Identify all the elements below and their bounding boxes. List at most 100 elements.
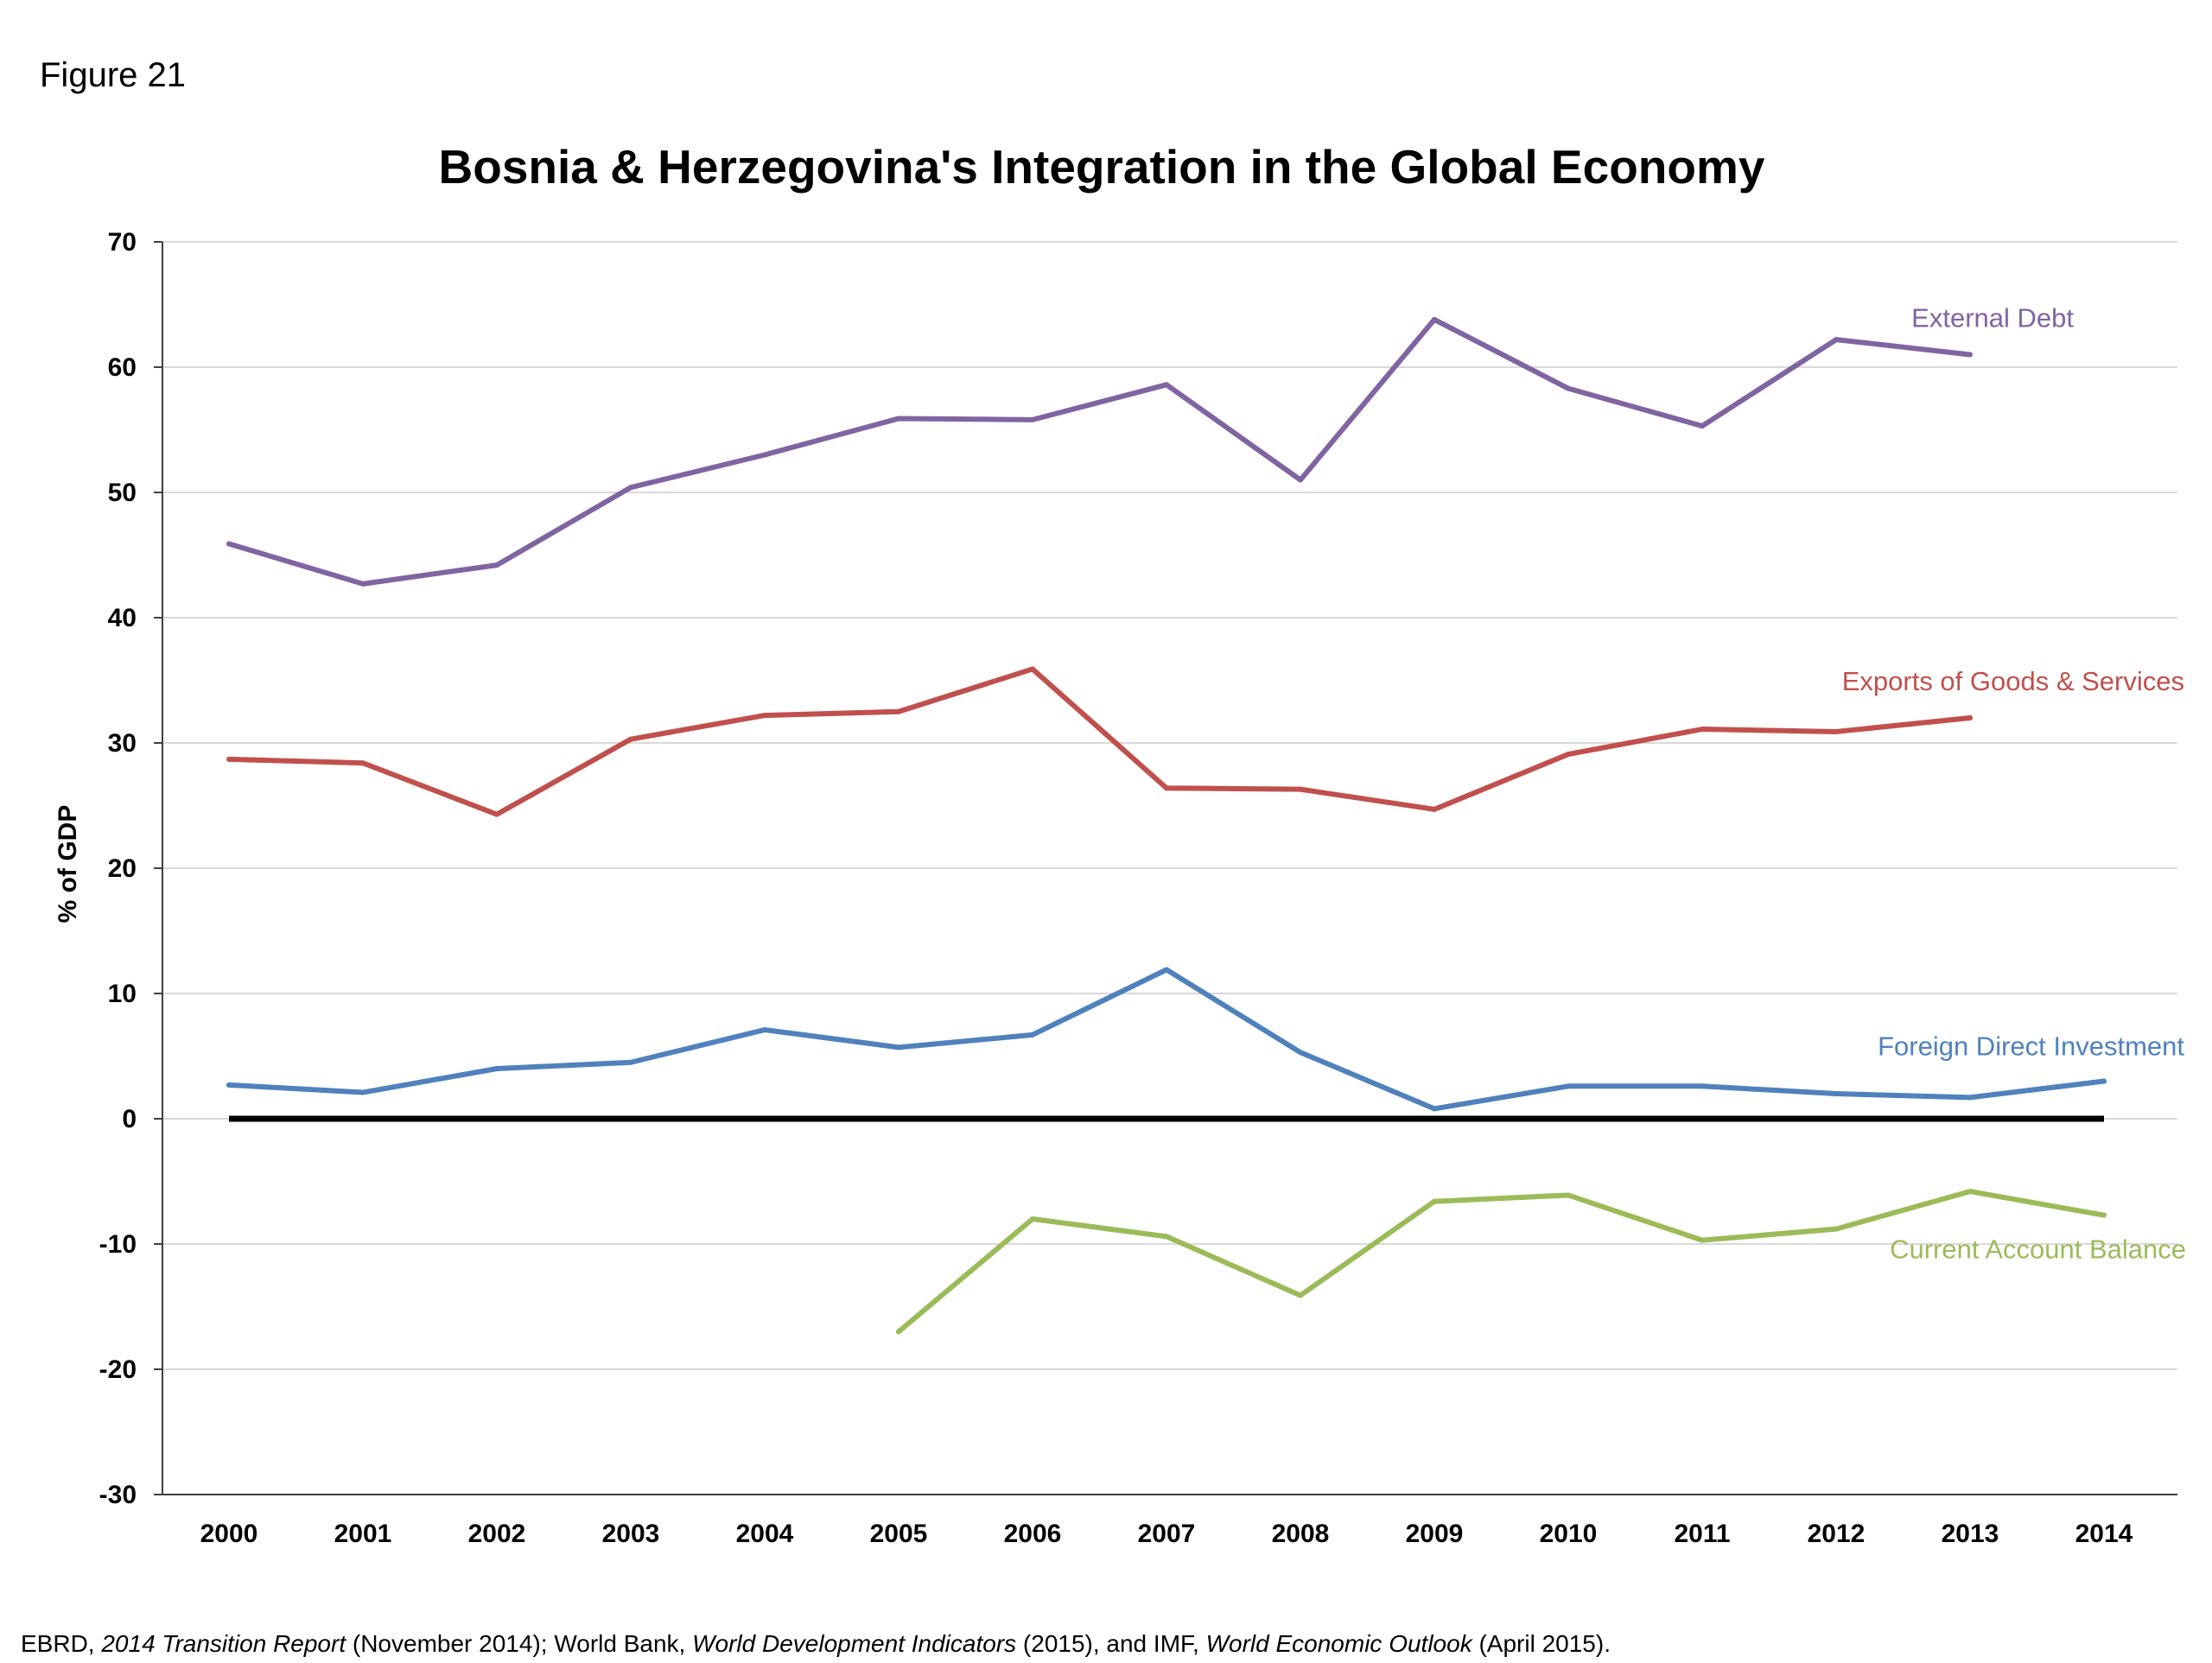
data-point-current-account <box>1164 1234 1169 1240</box>
data-point-current-account <box>896 1329 901 1335</box>
series-lines <box>226 316 2107 1335</box>
data-point-current-account <box>1566 1192 1571 1198</box>
source-note-part: 2014 Transition Report <box>100 1630 346 1657</box>
series-label-current-account: Current Account Balance <box>1890 1235 2186 1265</box>
y-tick-label: -20 <box>99 1355 137 1384</box>
y-tick-label: 10 <box>108 980 137 1008</box>
data-point-exports <box>1298 786 1303 792</box>
data-point-fdi <box>226 1082 232 1088</box>
data-point-current-account <box>1432 1198 1437 1204</box>
source-note-part: (2015), and IMF, <box>1016 1630 1205 1657</box>
gridlines <box>162 241 2177 1370</box>
source-note-part: World Development Indicators <box>692 1630 1016 1657</box>
y-tick-label: 60 <box>108 353 137 382</box>
data-point-current-account <box>1967 1189 1973 1195</box>
data-point-exports <box>628 736 633 742</box>
x-tick-label: 2009 <box>1406 1520 1464 1548</box>
x-tick-label: 2010 <box>1540 1520 1598 1548</box>
y-tick-label: 70 <box>108 228 137 257</box>
y-tick-label: 40 <box>108 604 137 632</box>
y-tick-label: -10 <box>99 1230 137 1259</box>
x-tick-label: 2008 <box>1272 1520 1330 1548</box>
data-point-current-account <box>1030 1216 1035 1222</box>
data-point-fdi <box>1164 967 1169 973</box>
y-tick-labels: -30 -20 -10 0 10 20 30 40 50 60 70 <box>99 228 137 1509</box>
x-tick-label: 2013 <box>1942 1520 1999 1548</box>
data-point-fdi <box>762 1027 767 1033</box>
x-tick-label: 2002 <box>468 1520 526 1548</box>
series-line-external-debt <box>226 316 1973 587</box>
x-tick-label: 2003 <box>602 1520 660 1548</box>
data-point-exports <box>1700 727 1705 733</box>
data-point-external-debt <box>762 452 767 458</box>
x-tick-label: 2011 <box>1674 1520 1730 1548</box>
data-point-exports <box>1164 785 1169 791</box>
axes <box>154 241 2177 1495</box>
y-tick-label: 30 <box>108 729 137 758</box>
source-note-part: EBRD, <box>21 1630 101 1657</box>
series-label-exports: Exports of Goods & Services <box>1842 666 2184 696</box>
data-point-exports <box>1967 715 1973 720</box>
data-point-external-debt <box>1834 337 1839 343</box>
x-tick-label: 2000 <box>200 1520 258 1548</box>
data-point-exports <box>226 756 232 762</box>
data-point-fdi <box>1834 1091 1839 1096</box>
data-point-exports <box>762 713 767 719</box>
series-labels: External Debt Exports of Goods & Services… <box>1842 303 2186 1265</box>
data-point-external-debt <box>1566 385 1571 391</box>
data-point-external-debt <box>226 541 232 547</box>
x-tick-label: 2001 <box>334 1520 392 1548</box>
data-point-external-debt <box>628 485 633 491</box>
data-point-current-account <box>2101 1212 2107 1218</box>
data-point-external-debt <box>360 581 365 587</box>
data-point-current-account <box>1700 1237 1705 1243</box>
chart-title: Bosnia & Herzegovina's Integration in th… <box>439 140 1765 194</box>
data-point-external-debt <box>1967 352 1973 358</box>
data-point-current-account <box>1298 1292 1303 1298</box>
data-point-current-account <box>1834 1226 1839 1232</box>
data-point-fdi <box>1030 1031 1035 1038</box>
figure-label: Figure 21 <box>40 56 186 94</box>
series-label-fdi: Foreign Direct Investment <box>1878 1031 2184 1062</box>
data-point-fdi <box>1566 1083 1571 1089</box>
data-point-fdi <box>1432 1106 1437 1112</box>
y-axis-label: % of GDP <box>54 805 82 924</box>
data-point-exports <box>360 760 365 766</box>
y-tick-label: 0 <box>122 1105 137 1133</box>
y-tick-label: 20 <box>108 854 137 883</box>
data-point-exports <box>494 811 499 817</box>
data-point-fdi <box>1298 1050 1303 1056</box>
x-tick-label: 2012 <box>1808 1520 1866 1548</box>
series-line-fdi <box>226 967 2107 1112</box>
data-point-fdi <box>494 1066 499 1071</box>
data-point-exports <box>1432 806 1437 812</box>
x-tick-label: 2006 <box>1004 1520 1062 1548</box>
data-point-exports <box>1834 728 1839 734</box>
source-note-part: (April 2015). <box>1472 1630 1611 1657</box>
x-tick-label: 2014 <box>2075 1520 2133 1548</box>
source-note: EBRD, 2014 Transition Report (November 2… <box>21 1630 1611 1657</box>
data-point-fdi <box>628 1059 633 1065</box>
data-point-exports <box>1030 666 1035 672</box>
x-tick-label: 2004 <box>736 1520 794 1548</box>
x-tick-label: 2005 <box>870 1520 928 1548</box>
y-tick-label: -30 <box>99 1481 137 1509</box>
data-point-external-debt <box>1700 423 1705 429</box>
data-point-fdi <box>1700 1083 1705 1089</box>
data-point-external-debt <box>1432 316 1437 322</box>
series-line-current-account <box>896 1189 2107 1335</box>
data-point-external-debt <box>1164 382 1169 388</box>
data-point-external-debt <box>896 416 901 422</box>
y-tick-label: 50 <box>108 479 137 507</box>
data-point-fdi <box>896 1044 901 1050</box>
source-note-part: World Economic Outlook <box>1206 1630 1474 1657</box>
data-point-fdi <box>2101 1078 2107 1084</box>
data-point-exports <box>1566 752 1571 758</box>
source-note-part: (November 2014); World Bank, <box>346 1630 692 1657</box>
data-point-fdi <box>1967 1095 1973 1101</box>
data-point-external-debt <box>1030 416 1035 422</box>
data-point-external-debt <box>1298 477 1303 483</box>
series-label-external-debt: External Debt <box>1911 303 2074 333</box>
